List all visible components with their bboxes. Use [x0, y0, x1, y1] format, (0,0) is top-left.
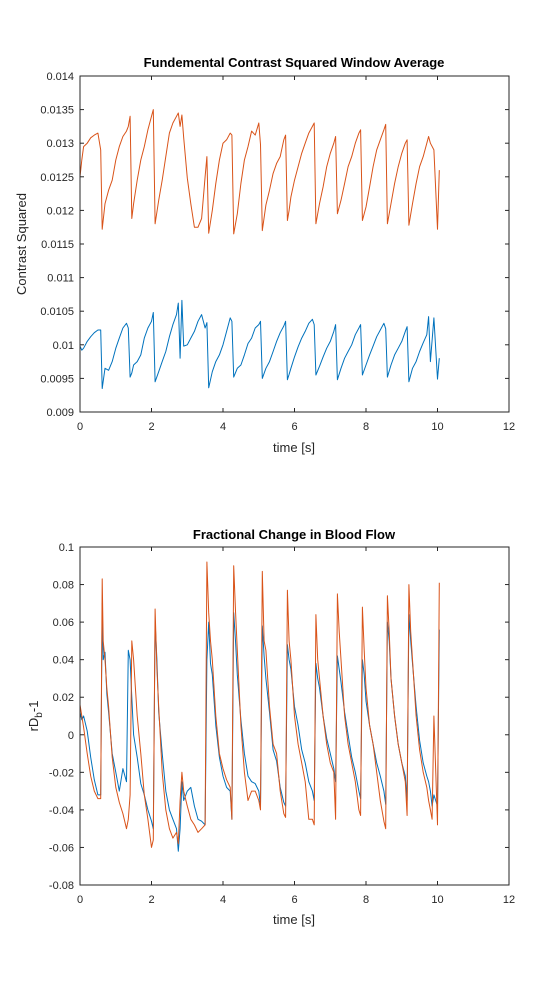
chart-2-ylabel-main: rD — [26, 718, 41, 732]
chart-1-ytick-label: 0.009 — [46, 407, 74, 419]
chart-2-ylabel-sub: b — [34, 712, 45, 718]
chart-1-xtick-label: 10 — [431, 421, 443, 433]
chart-2-ytick-label: 0.06 — [53, 617, 74, 629]
chart-blood-flow: Fractional Change in Blood Flow 0 2 4 6 8 10 1… — [26, 527, 515, 927]
chart-1-ylabel: Contrast Squared — [14, 193, 29, 295]
chart-2-ticks: 0 2 4 6 8 10 12 -0.08 -0.06 -0.04 -0.02 0 0.02 0.04 0.… — [49, 542, 515, 906]
chart-1-ytick-label: 0.0125 — [40, 172, 74, 184]
chart-1-xtick-label: 12 — [503, 421, 515, 433]
chart-1-ytick-label: 0.012 — [46, 205, 74, 217]
chart-1-ytick-label: 0.0095 — [40, 373, 74, 385]
chart-2-ytick-label: -0.04 — [49, 805, 74, 817]
chart-2-xlabel: time [s] — [273, 912, 315, 927]
chart-1-ytick-label: 0.011 — [47, 273, 74, 285]
chart-1-xtick-label: 2 — [148, 421, 154, 433]
chart-1-title: Fundemental Contrast Squared Window Aver… — [144, 55, 445, 70]
svg-text:rDb-1: rDb-1 — [26, 701, 45, 732]
chart-1-xtick-label: 4 — [220, 421, 226, 433]
chart-2-ylabel: rDb-1 — [26, 701, 45, 732]
chart-1-ytick-label: 0.0135 — [40, 105, 74, 117]
chart-2-xtick-label: 4 — [220, 894, 226, 906]
chart-1-xlabel: time [s] — [273, 440, 315, 455]
chart-1-xtick-label: 6 — [291, 421, 297, 433]
chart-2-title: Fractional Change in Blood Flow — [193, 527, 396, 542]
chart-1-xtick-label: 8 — [363, 421, 369, 433]
chart-2-xtick-label: 0 — [77, 894, 83, 906]
chart-2-xtick-label: 2 — [148, 894, 154, 906]
chart-1-xtick-label: 0 — [77, 421, 83, 433]
chart-2-ytick-label: 0.1 — [59, 542, 74, 554]
chart-2-xtick-label: 8 — [363, 894, 369, 906]
chart-2-ytick-label: -0.08 — [49, 880, 74, 892]
chart-1-ytick-label: 0.01 — [53, 340, 74, 352]
chart-2-ytick-label: -0.02 — [49, 767, 74, 779]
chart-1-ytick-label: 0.0115 — [41, 239, 74, 251]
chart-2-ytick-label: 0.04 — [53, 655, 74, 667]
chart-2-ytick-label: 0.02 — [53, 692, 74, 704]
chart-2-ytick-label: -0.06 — [49, 842, 74, 854]
chart-2-series-2-line — [79, 561, 440, 848]
chart-1-ytick-label: 0.0105 — [40, 306, 74, 318]
chart-1-ticks: 0 2 4 6 8 10 12 0.009 0.0095 0.01 0.0105 0.011 0.011… — [40, 71, 515, 433]
chart-1-series-2-line — [79, 109, 440, 235]
chart-2-xtick-label: 6 — [291, 894, 297, 906]
chart-2-xtick-label: 10 — [431, 894, 443, 906]
chart-1-series-group — [79, 109, 440, 389]
chart-2-ytick-label: 0.08 — [53, 580, 74, 592]
chart-2-series-group — [79, 561, 440, 852]
chart-2-ylabel-suffix: -1 — [26, 701, 41, 713]
chart-1-ytick-label: 0.013 — [46, 138, 74, 150]
chart-2-xtick-label: 12 — [503, 894, 515, 906]
chart-1-series-1-line — [79, 299, 440, 389]
chart-contrast-squared: Fundemental Contrast Squared Window Aver… — [14, 55, 515, 455]
chart-1-ytick-label: 0.014 — [46, 71, 74, 83]
chart-2-ytick-label: 0 — [68, 730, 74, 742]
